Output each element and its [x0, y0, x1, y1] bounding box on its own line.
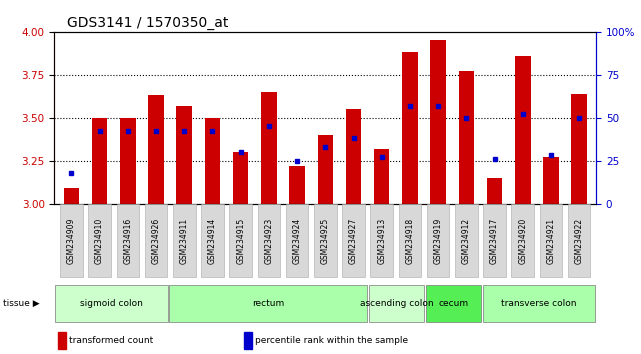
Text: cecum: cecum	[438, 299, 469, 308]
Bar	[176, 106, 192, 204]
Text: GSM234916: GSM234916	[123, 218, 132, 264]
Bar	[173, 204, 196, 277]
Bar	[370, 204, 393, 277]
Text: percentile rank within the sample: percentile rank within the sample	[255, 336, 408, 345]
Bar	[515, 56, 531, 204]
Bar	[148, 95, 164, 204]
Bar	[483, 285, 595, 322]
Bar	[568, 204, 590, 277]
Bar	[458, 72, 474, 204]
Text: GSM234923: GSM234923	[264, 218, 273, 264]
Text: GSM234914: GSM234914	[208, 218, 217, 264]
Bar	[487, 178, 503, 204]
Bar	[145, 204, 167, 277]
Bar	[92, 118, 108, 204]
Bar	[374, 149, 390, 204]
Text: GSM234909: GSM234909	[67, 217, 76, 264]
Bar	[427, 204, 449, 277]
Bar	[233, 152, 249, 204]
Bar	[169, 285, 367, 322]
Bar	[483, 204, 506, 277]
Text: transformed count: transformed count	[69, 336, 153, 345]
Bar	[289, 166, 305, 204]
Bar	[399, 204, 421, 277]
Bar	[314, 204, 337, 277]
Text: GSM234918: GSM234918	[406, 218, 415, 264]
Bar	[402, 52, 418, 204]
Text: GSM234919: GSM234919	[434, 218, 443, 264]
Bar	[512, 204, 534, 277]
Text: sigmoid colon: sigmoid colon	[80, 299, 143, 308]
Text: GSM234912: GSM234912	[462, 218, 471, 264]
Bar	[342, 204, 365, 277]
Text: GSM234910: GSM234910	[95, 218, 104, 264]
Bar	[430, 40, 446, 204]
Text: GSM234921: GSM234921	[547, 218, 556, 264]
Text: GSM234922: GSM234922	[575, 218, 584, 264]
Text: GSM234926: GSM234926	[151, 218, 160, 264]
Bar	[369, 285, 424, 322]
Bar	[345, 109, 362, 204]
Text: tissue ▶: tissue ▶	[3, 299, 40, 308]
Text: GSM234925: GSM234925	[320, 218, 330, 264]
Bar	[317, 135, 333, 204]
Bar	[60, 204, 83, 277]
Bar	[258, 204, 280, 277]
Text: rectum: rectum	[252, 299, 285, 308]
Bar	[204, 118, 221, 204]
Text: GDS3141 / 1570350_at: GDS3141 / 1570350_at	[67, 16, 229, 30]
Bar	[426, 285, 481, 322]
Bar	[455, 204, 478, 277]
Text: GSM234927: GSM234927	[349, 218, 358, 264]
Bar	[63, 188, 79, 204]
Bar	[117, 204, 139, 277]
Bar	[571, 94, 587, 204]
Text: GSM234924: GSM234924	[292, 218, 302, 264]
Bar	[540, 204, 562, 277]
Bar	[543, 157, 559, 204]
Text: GSM234911: GSM234911	[179, 218, 188, 264]
Bar	[261, 92, 277, 204]
Bar	[201, 204, 224, 277]
Bar	[120, 118, 136, 204]
Text: GSM234920: GSM234920	[519, 218, 528, 264]
Text: GSM234913: GSM234913	[378, 218, 387, 264]
Bar	[55, 285, 168, 322]
Bar	[229, 204, 252, 277]
Text: GSM234915: GSM234915	[236, 218, 245, 264]
Text: ascending colon: ascending colon	[360, 299, 433, 308]
Bar	[286, 204, 308, 277]
Text: transverse colon: transverse colon	[501, 299, 577, 308]
Bar	[88, 204, 111, 277]
Text: GSM234917: GSM234917	[490, 218, 499, 264]
